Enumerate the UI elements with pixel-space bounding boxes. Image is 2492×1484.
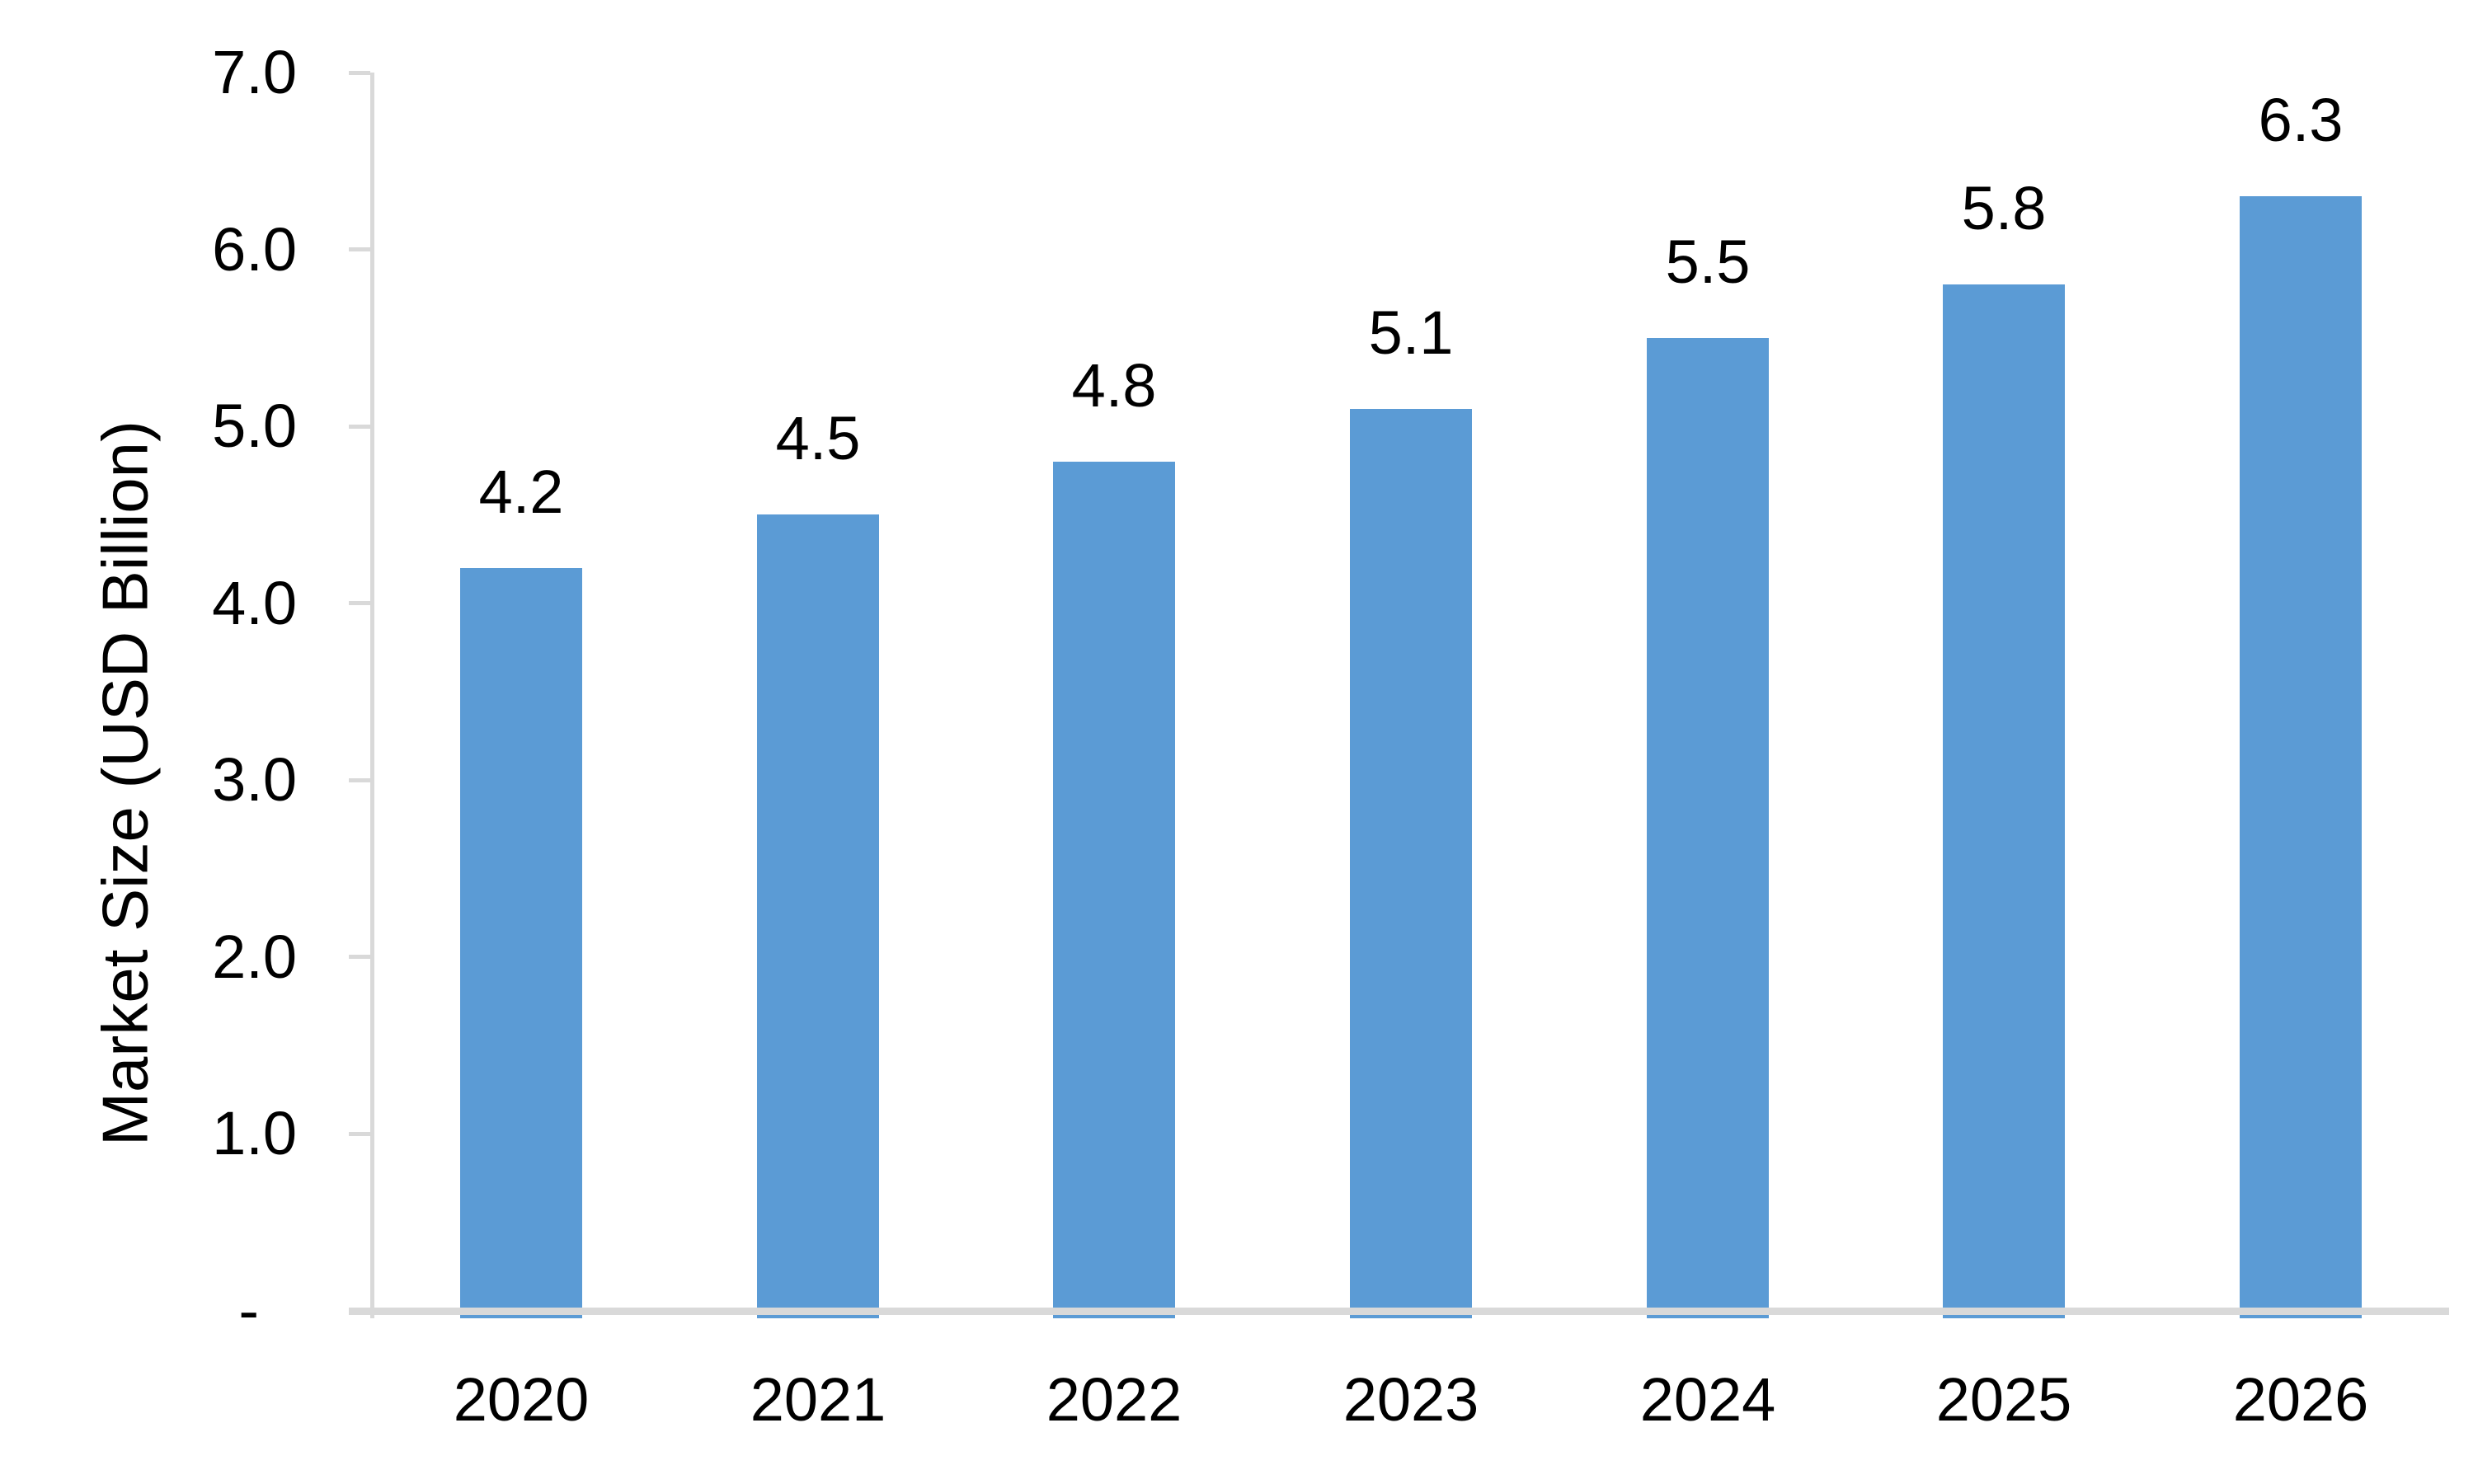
data-label-2025: 5.8 (1961, 174, 2047, 242)
bar-2023 (1350, 409, 1472, 1318)
bar-2020 (460, 568, 582, 1318)
y-tick-label: 4.0 (212, 569, 297, 637)
y-tick-label: - (238, 1276, 259, 1345)
bar-2024 (1647, 338, 1769, 1318)
data-label-2021: 4.5 (775, 404, 861, 472)
x-tick-label-2023: 2023 (1342, 1365, 1479, 1434)
x-tick-label-2025: 2025 (1935, 1365, 2072, 1434)
y-tick-label: 3.0 (212, 745, 297, 814)
bar-2026 (2240, 196, 2362, 1318)
y-tick-mark (349, 247, 370, 251)
bar-2025 (1943, 284, 2065, 1318)
x-tick-label-2021: 2021 (750, 1365, 886, 1434)
y-tick-label: 5.0 (212, 392, 297, 460)
y-tick-mark (349, 1132, 370, 1136)
data-label-2024: 5.5 (1665, 228, 1751, 296)
data-label-2026: 6.3 (2258, 86, 2344, 154)
y-tick-label: 7.0 (212, 38, 297, 106)
y-axis-line (370, 73, 374, 1318)
data-label-2022: 4.8 (1071, 351, 1157, 420)
data-label-2023: 5.1 (1368, 298, 1454, 367)
x-tick-label-2024: 2024 (1639, 1365, 1776, 1434)
y-tick-label: 2.0 (212, 923, 297, 991)
data-label-2020: 4.2 (478, 458, 564, 526)
bar-2022 (1053, 462, 1175, 1318)
y-tick-label: 6.0 (212, 215, 297, 284)
bar-2021 (757, 514, 879, 1318)
y-tick-mark (349, 778, 370, 782)
y-tick-mark (349, 425, 370, 429)
y-tick-mark (349, 955, 370, 959)
y-tick-mark (349, 71, 370, 75)
x-tick-label-2020: 2020 (453, 1365, 590, 1434)
x-tick-label-2022: 2022 (1046, 1365, 1183, 1434)
y-tick-mark (349, 601, 370, 605)
y-tick-label: 1.0 (212, 1099, 297, 1167)
x-axis-line (349, 1308, 2449, 1315)
x-tick-label-2026: 2026 (2232, 1365, 2369, 1434)
